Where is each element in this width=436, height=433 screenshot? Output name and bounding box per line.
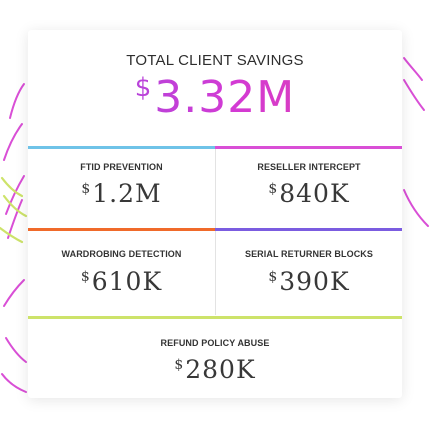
cell-amount: 390K — [279, 267, 350, 296]
cell-reseller-intercept: RESELLER INTERCEPT $840K — [216, 149, 402, 228]
cell-label: WARDROBING DETECTION — [61, 249, 182, 259]
cell-value: $390K — [216, 267, 402, 296]
total-savings-label: TOTAL CLIENT SAVINGS — [126, 52, 304, 69]
column-divider — [215, 149, 216, 228]
cell-amount: 280K — [185, 355, 256, 384]
cell-label: FTID PREVENTION — [80, 162, 163, 172]
currency-symbol: $ — [268, 269, 279, 285]
cell-value: $610K — [28, 267, 215, 296]
accent-bar-reseller — [215, 146, 402, 149]
cell-value: $840K — [216, 179, 402, 208]
cell-amount: 1.2M — [92, 179, 162, 208]
accent-bar-wardrobing — [28, 228, 215, 231]
column-divider — [215, 231, 216, 315]
cell-ftid-prevention: FTID PREVENTION $1.2M — [28, 149, 215, 228]
cell-amount: 840K — [279, 179, 350, 208]
total-amount: 3.32M — [154, 72, 296, 123]
cell-wardrobing-detection: WARDROBING DETECTION $610K — [28, 231, 215, 315]
cell-amount: 610K — [91, 267, 163, 296]
cell-value: $1.2M — [28, 179, 215, 208]
total-savings-section: TOTAL CLIENT SAVINGS $3.32M — [28, 30, 402, 146]
currency-symbol: $ — [80, 269, 91, 285]
cell-serial-returner-blocks: SERIAL RETURNER BLOCKS $390K — [216, 231, 402, 315]
cell-value: $280K — [28, 355, 402, 384]
accent-bar-refund-policy — [28, 316, 402, 319]
currency-symbol: $ — [174, 357, 185, 373]
accent-bar-serial — [215, 228, 402, 231]
cell-label: SERIAL RETURNER BLOCKS — [244, 249, 374, 259]
accent-bar-ftid — [28, 146, 215, 149]
total-savings-value: $3.32M — [28, 72, 402, 123]
cell-refund-policy-abuse: REFUND POLICY ABUSE $280K — [28, 319, 402, 398]
total-currency-symbol: $ — [134, 73, 153, 103]
savings-card: TOTAL CLIENT SAVINGS $3.32M FTID PREVENT… — [28, 30, 402, 398]
currency-symbol: $ — [268, 181, 279, 197]
cell-label: RESELLER INTERCEPT — [257, 162, 361, 172]
currency-symbol: $ — [81, 181, 92, 197]
cell-label: REFUND POLICY ABUSE — [160, 338, 270, 348]
